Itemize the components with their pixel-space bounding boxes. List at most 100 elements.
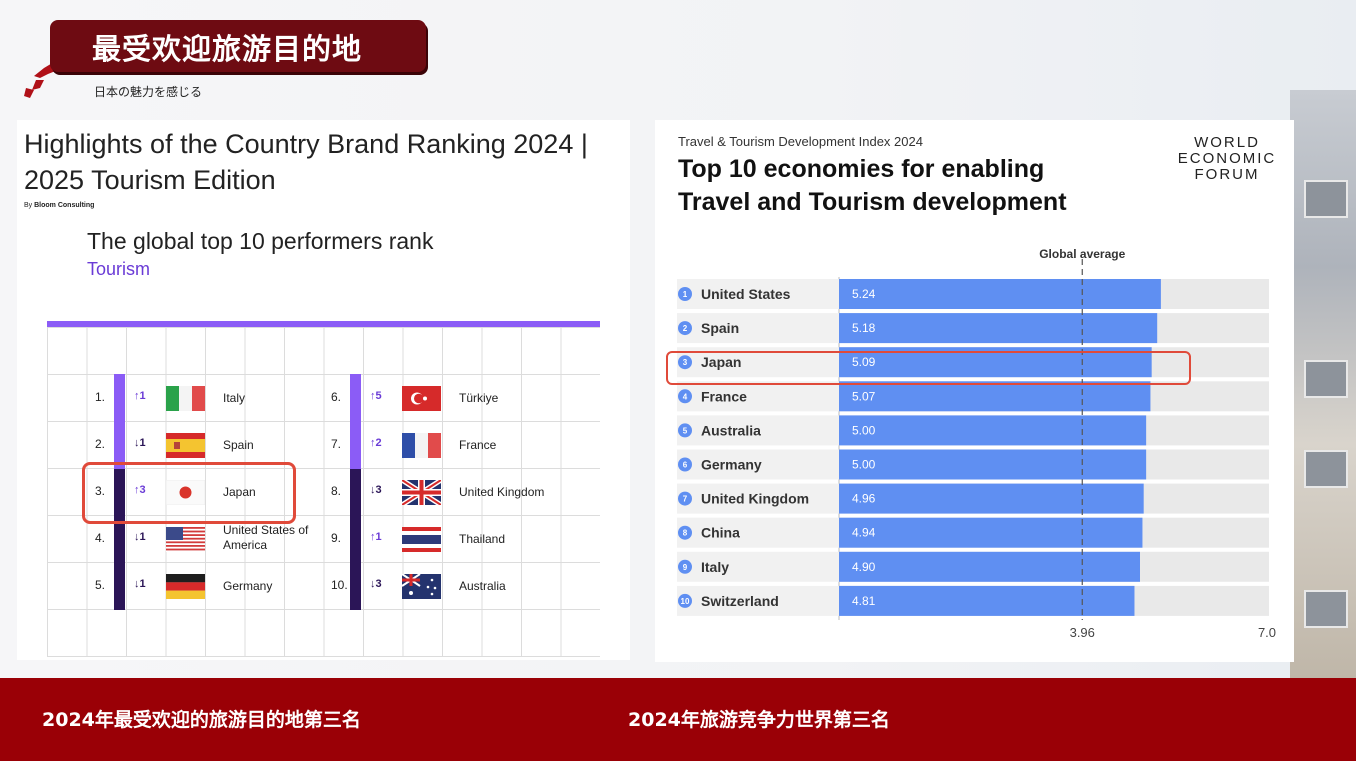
- rank-change: ↓1: [134, 577, 146, 590]
- category-band: [677, 551, 839, 582]
- rank-bullet: [678, 593, 692, 608]
- spain-flag: [166, 432, 205, 458]
- rank-change: ↓1: [134, 530, 146, 543]
- rank-bullet: [678, 355, 692, 370]
- category-band: [677, 415, 839, 446]
- usa-flag: [166, 526, 205, 552]
- rank-number: 1.: [95, 389, 106, 404]
- page-title: 最受欢迎旅游目的地: [92, 32, 363, 66]
- byline-prefix: By: [24, 202, 33, 209]
- rank-bullet-label: 2: [683, 324, 688, 333]
- country-name: Australia: [459, 578, 506, 593]
- category-label: Switzerland: [701, 593, 779, 609]
- country-name: Spain: [223, 437, 254, 452]
- japan-bar-highlight: [666, 351, 1191, 385]
- ranking-grid: [47, 327, 600, 657]
- bar: [839, 381, 1151, 412]
- rank-bullet-label: 8: [683, 529, 688, 538]
- wef-panel: Travel & Tourism Development Index 2024 …: [655, 120, 1294, 662]
- rank-number: 2.: [95, 436, 106, 451]
- tick-label-max: 7.0: [1258, 625, 1276, 640]
- rank-change: ↑1: [134, 389, 146, 402]
- rank-change: ↓1: [134, 436, 146, 449]
- page-subtitle: 日本の魅力を感じる: [94, 85, 203, 99]
- rank-number: 7.: [331, 436, 342, 451]
- category-band: [677, 381, 839, 412]
- bar: [839, 551, 1140, 582]
- wef-bar-chart: 1 United States 5.24 2 Spain 5.18 3 Japan 5.09 4 F…: [677, 247, 1276, 640]
- category-band: [677, 449, 839, 480]
- rank-number: 5.: [95, 577, 106, 592]
- rank-number: 4.: [95, 530, 106, 545]
- rank-change: ↓3: [370, 577, 382, 590]
- bar: [839, 313, 1158, 344]
- rank-bullet: [678, 321, 692, 336]
- byline-author: Bloom Consulting: [34, 202, 95, 209]
- category-label: Spain: [701, 320, 739, 336]
- wef-logo-line-1: WORLD: [1194, 134, 1260, 151]
- tick-label-average: 3.96: [1070, 625, 1095, 640]
- rank-bullet: [678, 491, 692, 506]
- country-name: Thailand: [459, 531, 506, 546]
- castle-decoration: [1290, 90, 1356, 680]
- value-label: 4.81: [852, 594, 876, 608]
- category-label: Australia: [701, 422, 761, 438]
- rank-bullet-label: 5: [683, 426, 688, 435]
- rank-bullet-label: 7: [683, 495, 688, 504]
- category-band: [677, 517, 839, 548]
- value-label: 5.00: [852, 423, 876, 437]
- australia-flag: [402, 573, 441, 599]
- country-name: United Kingdom: [459, 484, 545, 499]
- category-band: [677, 483, 839, 514]
- rank-change: ↑3: [134, 483, 146, 496]
- global-average-label: Global average: [1039, 247, 1125, 261]
- category-band: [677, 279, 839, 309]
- thailand-flag: [402, 526, 441, 552]
- value-label: 5.00: [852, 458, 876, 472]
- category-label: France: [701, 388, 747, 404]
- title-banner: [50, 20, 426, 72]
- country-name: Germany: [223, 578, 273, 593]
- wef-logo: WORLD ECONOMIC FORUM: [1173, 135, 1281, 183]
- value-label: 5.09: [852, 355, 876, 369]
- germany-flag: [166, 573, 205, 599]
- rank-bullet-label: 1: [683, 290, 688, 299]
- brand-ranking-subtitle: The global top 10 performers rank: [87, 228, 434, 254]
- brand-ranking-byline: By Bloom Consulting: [24, 202, 94, 209]
- category-label: Japan: [701, 354, 741, 370]
- rank-bullet: [678, 389, 692, 404]
- bar: [839, 585, 1135, 616]
- value-label: 5.07: [852, 389, 876, 403]
- rank-bullet: [678, 287, 692, 301]
- category-label: China: [701, 525, 740, 541]
- bar: [839, 517, 1143, 548]
- rank-number: 10.: [331, 577, 348, 592]
- rank-bullet-label: 4: [683, 392, 688, 401]
- category-band: [677, 313, 839, 344]
- brand-ranking-panel: Highlights of the Country Brand Ranking …: [17, 120, 630, 660]
- uk-flag: [402, 479, 441, 505]
- rank-number: 9.: [331, 530, 342, 545]
- country-name: France: [459, 437, 497, 452]
- rank-change: ↑5: [370, 389, 382, 402]
- rank-bullet-label: 6: [683, 461, 688, 470]
- wef-kicker: Travel & Tourism Development Index 2024: [678, 134, 923, 149]
- rank-strip-left: [114, 374, 125, 610]
- footer-caption-right: 2024年旅游竞争力世界第三名: [628, 709, 890, 731]
- category-label: Germany: [701, 457, 762, 473]
- rank-number: 3.: [95, 483, 106, 498]
- country-name: Japan: [223, 484, 256, 499]
- brand-ranking-category: Tourism: [87, 259, 151, 279]
- bar: [839, 483, 1144, 514]
- bar: [839, 279, 1161, 309]
- value-label: 4.96: [852, 492, 876, 506]
- value-label: 5.18: [852, 321, 876, 335]
- accent-bar: [47, 321, 600, 327]
- rank-change: ↑2: [370, 436, 382, 449]
- turkiye-flag: [402, 385, 441, 411]
- italy-flag: [166, 385, 205, 411]
- rank-strip-right: [350, 374, 361, 610]
- footer-caption-left: 2024年最受欢迎的旅游目的地第三名: [42, 709, 361, 731]
- rank-bullet: [678, 525, 692, 540]
